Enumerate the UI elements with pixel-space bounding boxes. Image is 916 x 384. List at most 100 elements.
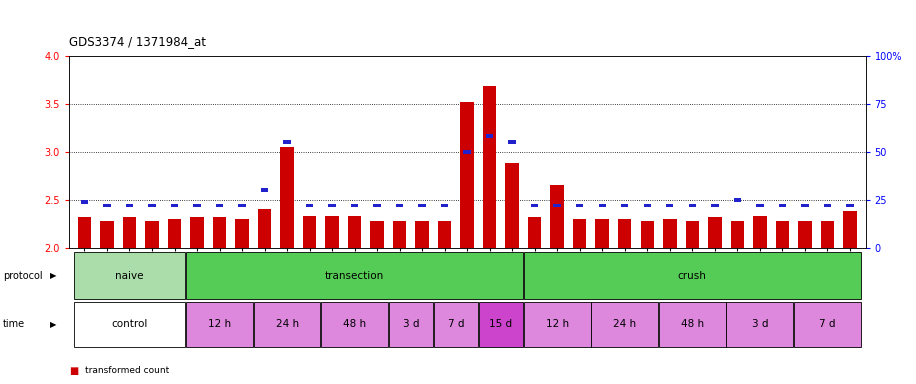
Bar: [370, 221, 384, 248]
Bar: [823, 204, 831, 207]
Text: 12 h: 12 h: [208, 319, 231, 329]
Bar: [393, 221, 407, 248]
Bar: [461, 102, 474, 248]
Bar: [708, 217, 722, 248]
Bar: [753, 216, 767, 248]
Bar: [191, 217, 203, 248]
Bar: [325, 216, 339, 248]
Bar: [711, 204, 718, 207]
Text: 3 d: 3 d: [751, 319, 768, 329]
Text: 12 h: 12 h: [546, 319, 569, 329]
Bar: [306, 204, 313, 207]
Bar: [235, 219, 249, 248]
Bar: [261, 188, 268, 192]
Bar: [283, 140, 290, 144]
Bar: [685, 221, 699, 248]
Bar: [213, 217, 226, 248]
Text: ■: ■: [69, 366, 78, 376]
Text: time: time: [3, 319, 25, 329]
Bar: [100, 221, 114, 248]
Bar: [798, 221, 812, 248]
Text: GDS3374 / 1371984_at: GDS3374 / 1371984_at: [69, 35, 206, 48]
Bar: [524, 253, 861, 299]
Bar: [280, 147, 294, 248]
Bar: [186, 253, 523, 299]
Bar: [322, 302, 387, 347]
Bar: [621, 204, 628, 207]
Bar: [731, 221, 744, 248]
Bar: [486, 134, 494, 138]
Text: 15 d: 15 d: [489, 319, 512, 329]
Bar: [348, 216, 361, 248]
Bar: [81, 200, 88, 204]
Bar: [553, 204, 561, 207]
Bar: [238, 204, 245, 207]
Bar: [303, 216, 316, 248]
Bar: [479, 302, 523, 347]
Bar: [186, 302, 253, 347]
Bar: [415, 221, 429, 248]
Text: crush: crush: [678, 270, 707, 281]
Bar: [551, 185, 564, 248]
Bar: [821, 221, 834, 248]
Bar: [576, 204, 583, 207]
Bar: [351, 204, 358, 207]
Text: 24 h: 24 h: [613, 319, 637, 329]
Bar: [794, 302, 861, 347]
Bar: [388, 302, 433, 347]
Bar: [726, 302, 793, 347]
Bar: [528, 217, 541, 248]
Text: control: control: [112, 319, 147, 329]
Bar: [441, 204, 448, 207]
Bar: [328, 204, 336, 207]
Bar: [776, 221, 789, 248]
Text: 24 h: 24 h: [276, 319, 299, 329]
Bar: [846, 204, 854, 207]
Bar: [802, 204, 809, 207]
Bar: [396, 204, 403, 207]
Bar: [73, 253, 185, 299]
Bar: [595, 219, 609, 248]
Bar: [168, 219, 181, 248]
Bar: [618, 219, 631, 248]
Bar: [125, 204, 133, 207]
Text: ▶: ▶: [50, 271, 57, 280]
Bar: [734, 198, 741, 202]
Bar: [598, 204, 606, 207]
Bar: [506, 163, 519, 248]
Bar: [374, 204, 381, 207]
Bar: [644, 204, 651, 207]
Bar: [640, 221, 654, 248]
Bar: [483, 86, 496, 248]
Bar: [524, 302, 591, 347]
Text: 48 h: 48 h: [681, 319, 703, 329]
Text: transection: transection: [325, 270, 384, 281]
Bar: [689, 204, 696, 207]
Text: 3 d: 3 d: [403, 319, 420, 329]
Bar: [193, 204, 201, 207]
Bar: [123, 217, 136, 248]
Text: ▶: ▶: [50, 320, 57, 329]
Bar: [531, 204, 539, 207]
Text: protocol: protocol: [3, 270, 42, 281]
Text: 7 d: 7 d: [448, 319, 464, 329]
Bar: [104, 204, 111, 207]
Bar: [666, 204, 673, 207]
Bar: [148, 204, 156, 207]
Bar: [508, 140, 516, 144]
Bar: [573, 219, 586, 248]
Bar: [659, 302, 725, 347]
Bar: [216, 204, 224, 207]
Bar: [78, 217, 92, 248]
Bar: [592, 302, 658, 347]
Text: naive: naive: [115, 270, 144, 281]
Text: 7 d: 7 d: [819, 319, 835, 329]
Bar: [254, 302, 321, 347]
Bar: [779, 204, 786, 207]
Bar: [463, 150, 471, 154]
Text: 48 h: 48 h: [343, 319, 366, 329]
Bar: [257, 209, 271, 248]
Bar: [434, 302, 478, 347]
Bar: [756, 204, 764, 207]
Bar: [146, 221, 158, 248]
